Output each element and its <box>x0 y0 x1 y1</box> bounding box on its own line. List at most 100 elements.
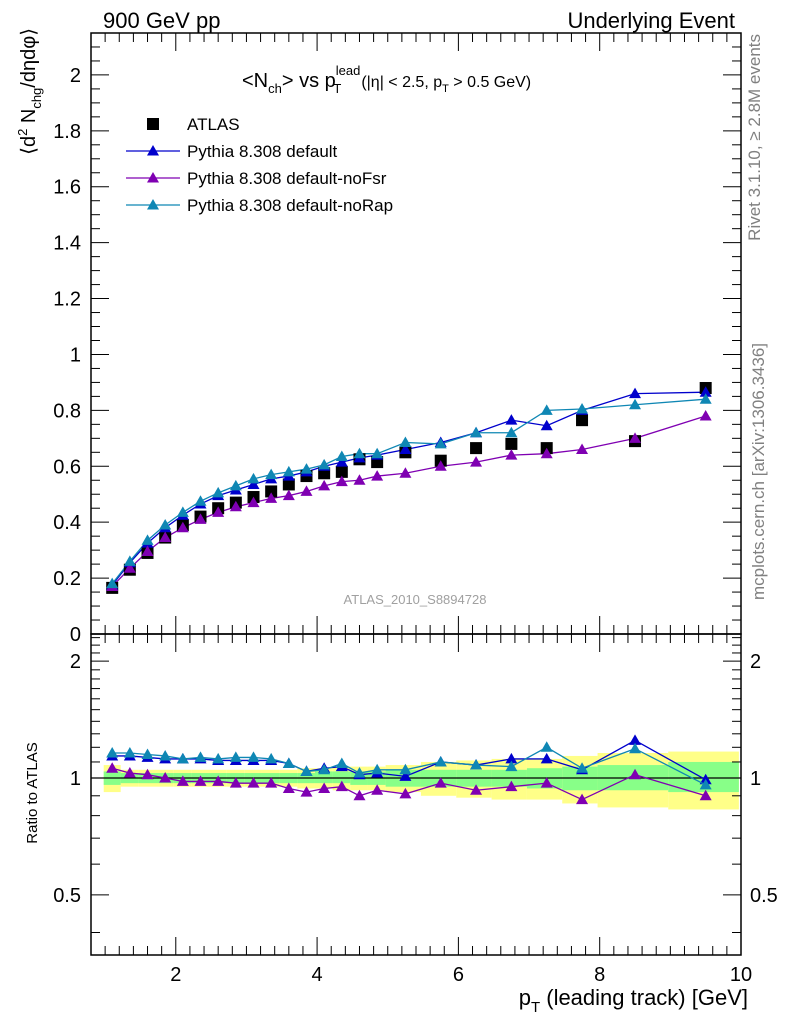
uncertainty-band-inner <box>314 771 333 784</box>
data-point <box>434 460 447 471</box>
data-point <box>147 145 159 156</box>
data-point <box>247 472 260 484</box>
ratio-y-tick-label-right: 1 <box>750 768 761 790</box>
data-point <box>399 763 412 775</box>
data-point <box>434 777 447 788</box>
ratio-y-tick-label: 2 <box>70 651 81 673</box>
data-point <box>318 763 331 775</box>
data-point <box>470 456 483 467</box>
data-point <box>282 489 295 501</box>
main-y-tick-label: 0.6 <box>53 456 81 478</box>
data-point <box>212 506 225 517</box>
data-point <box>194 751 207 762</box>
data-point <box>371 447 384 459</box>
ratio-y-tick-label: 1 <box>70 768 81 790</box>
data-point <box>505 760 518 772</box>
data-point <box>159 772 172 783</box>
data-point <box>629 734 642 745</box>
data-point <box>176 521 189 533</box>
data-point <box>265 492 278 503</box>
data-point <box>505 449 518 460</box>
data-point <box>123 747 136 758</box>
legend-label: Pythia 8.308 default-noRap <box>187 196 393 215</box>
data-point <box>353 474 366 485</box>
x-tick-label: 6 <box>453 964 464 986</box>
main-y-tick-label: 0.8 <box>53 400 81 422</box>
data-point <box>318 782 331 793</box>
data-point <box>540 741 553 752</box>
data-point <box>699 393 712 404</box>
data-point <box>540 447 553 459</box>
data-point <box>470 784 483 795</box>
data-point <box>106 577 119 589</box>
atlas-point <box>265 485 278 498</box>
data-point <box>265 777 278 788</box>
data-point <box>576 402 589 414</box>
main-panel: 0 0.2 0.4 0.6 0.8 1 1.2 1.4 1.6 1.8 2 ATLAS_2010_S… <box>15 28 742 646</box>
ratio-y-tick-label-right: 0.5 <box>750 885 778 907</box>
main-y-tick-label: 2 <box>70 65 81 87</box>
data-point <box>629 387 642 399</box>
data-point <box>141 748 154 759</box>
ratio-frame <box>90 633 742 956</box>
legend-label: Pythia 8.308 default-noFsr <box>187 169 387 188</box>
x-tick-label: 10 <box>730 964 752 986</box>
data-point <box>176 506 189 517</box>
ratio-y-tick-label: 0.5 <box>53 885 81 907</box>
data-point <box>247 478 260 489</box>
data-point <box>505 426 518 438</box>
data-point <box>123 562 136 573</box>
main-y-tick-label: 1.2 <box>53 289 81 311</box>
data-point <box>141 534 154 545</box>
data-point <box>699 778 712 790</box>
data-point <box>229 479 242 491</box>
data-point <box>265 468 278 480</box>
data-point <box>629 768 642 780</box>
data-point <box>371 784 384 795</box>
atlas-point <box>505 437 518 450</box>
main-y-tick-label: 1.4 <box>53 233 81 255</box>
data-point <box>300 786 313 797</box>
data-point <box>282 757 295 769</box>
series-line <box>111 398 706 585</box>
main-y-tick-label: 1 <box>70 344 81 366</box>
data-point <box>699 789 712 801</box>
data-point <box>576 793 589 805</box>
data-point <box>212 775 225 786</box>
data-point <box>176 752 189 764</box>
data-point <box>247 751 260 762</box>
data-point <box>318 479 331 491</box>
ratio-y-tick-label-right: 2 <box>750 651 761 673</box>
main-y-tick-label: 0.4 <box>53 512 81 534</box>
data-point <box>229 500 242 512</box>
data-point <box>399 770 412 781</box>
data-point <box>434 755 447 767</box>
rivet-label: Rivet 3.1.10, ≥ 2.8M events <box>745 34 764 241</box>
data-point <box>141 768 154 780</box>
data-point <box>505 414 518 425</box>
x-tick-label: 2 <box>170 964 181 986</box>
atlas-point <box>576 414 589 427</box>
data-point <box>353 789 366 801</box>
data-point <box>335 450 348 461</box>
data-point <box>318 458 331 470</box>
data-point <box>576 762 589 773</box>
data-point <box>229 777 242 788</box>
x-tick-label: 8 <box>594 964 605 986</box>
data-point <box>123 767 136 778</box>
data-point <box>282 782 295 793</box>
data-point <box>470 426 483 438</box>
data-point <box>434 437 447 449</box>
data-point <box>335 780 348 792</box>
data-point <box>159 749 172 761</box>
data-point <box>335 475 348 487</box>
legend-marker <box>147 118 159 130</box>
ratio-panel: 0.5 0.5 1 1 2 2 2 4 6 8 10 Ratio to ATLAS <box>24 633 778 986</box>
data-point <box>629 432 642 443</box>
main-y-axis-title: ⟨d2 Nchg/dηdφ⟩ <box>15 28 44 155</box>
data-point <box>540 752 553 764</box>
watermark: ATLAS_2010_S8894728 <box>344 592 487 607</box>
data-point <box>353 447 366 459</box>
data-point <box>335 456 348 467</box>
